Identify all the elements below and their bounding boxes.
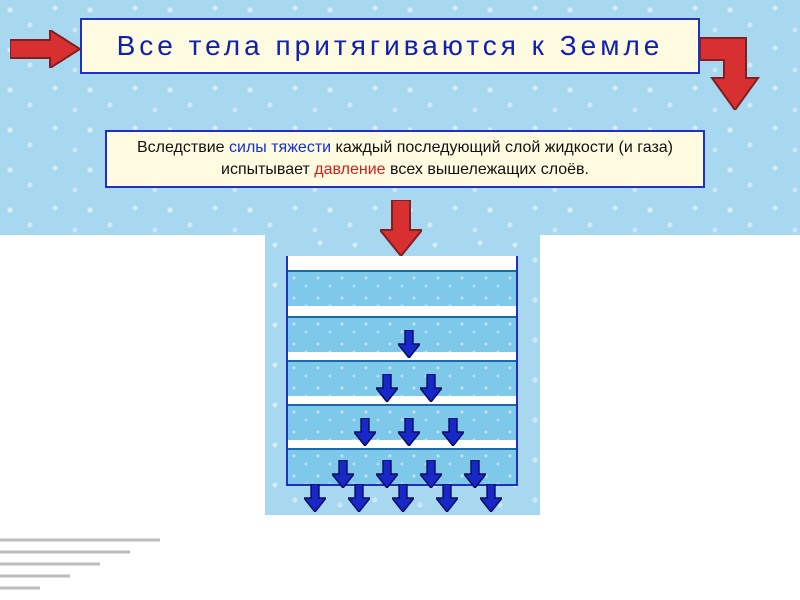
liquid-layer [288, 360, 516, 396]
arrow-down-icon [354, 418, 376, 446]
arrow-down-icon [376, 374, 398, 402]
arrow-elbow-down-icon [700, 30, 770, 110]
subtitle-red: давление [314, 161, 385, 178]
arrow-down-icon [464, 460, 486, 488]
liquid-container [286, 256, 518, 486]
arrow-down-icon [420, 460, 442, 488]
arrow-down-icon [332, 460, 354, 488]
corner-stripes-decoration [0, 530, 180, 600]
arrow-down-icon [420, 374, 442, 402]
title-text: Все тела притягиваются к Земле [117, 30, 664, 62]
arrow-right-icon [10, 30, 80, 68]
arrow-down-icon [442, 418, 464, 446]
subtitle-post: всех вышележащих слоёв. [386, 161, 589, 178]
liquid-layer [288, 270, 516, 306]
title-box: Все тела притягиваются к Земле [80, 18, 700, 74]
arrow-down-icon [376, 460, 398, 488]
arrow-down-icon [380, 200, 422, 256]
subtitle-blue: силы тяжести [229, 139, 331, 156]
subtitle-text: Вследствие силы тяжести каждый последующ… [117, 137, 693, 180]
subtitle-pre: Вследствие [137, 139, 229, 156]
subtitle-box: Вследствие силы тяжести каждый последующ… [105, 130, 705, 188]
arrow-down-icon [398, 418, 420, 446]
arrow-down-icon [398, 330, 420, 358]
